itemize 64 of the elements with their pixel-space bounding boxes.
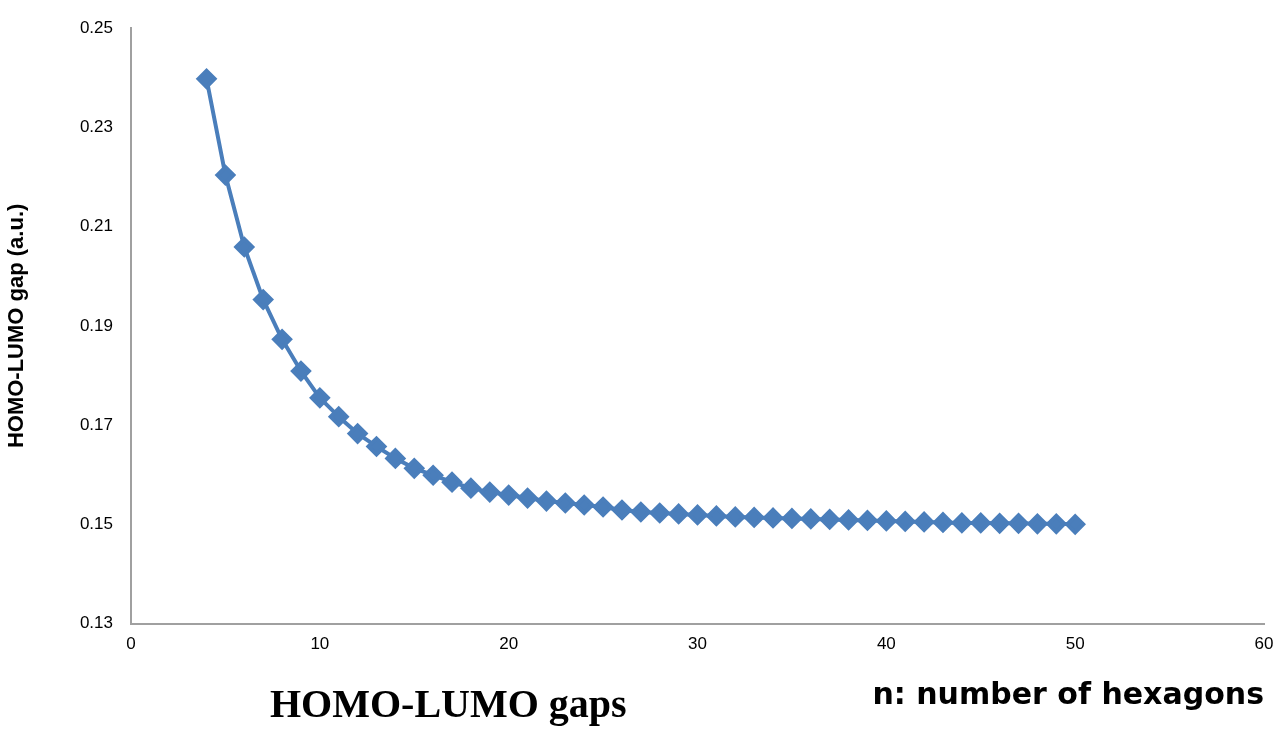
point xyxy=(536,491,557,512)
point xyxy=(838,509,859,530)
point xyxy=(1027,513,1048,534)
y-tick-label: 0.15 xyxy=(79,514,113,534)
y-tick-label: 0.25 xyxy=(79,17,113,37)
point xyxy=(593,497,614,517)
point xyxy=(895,511,916,532)
point xyxy=(366,436,387,457)
point xyxy=(687,504,708,525)
point xyxy=(914,511,935,532)
point xyxy=(611,499,632,520)
point xyxy=(1008,513,1029,534)
x-tick-label: 10 xyxy=(310,634,330,654)
point xyxy=(763,507,784,528)
point xyxy=(309,387,330,408)
point xyxy=(725,506,746,527)
point xyxy=(970,512,991,533)
y-tick-label: 0.23 xyxy=(79,117,113,137)
point xyxy=(819,509,840,530)
y-tick-label: 0.17 xyxy=(79,414,113,434)
text: HOMO-LUMO gaps xyxy=(270,680,627,727)
y-tick-label: 0.13 xyxy=(79,613,113,633)
x-tick-label: 50 xyxy=(1065,634,1085,654)
point xyxy=(423,465,444,486)
point xyxy=(1046,513,1067,534)
point xyxy=(800,508,821,529)
x-tick-label: 30 xyxy=(688,634,707,654)
point xyxy=(253,289,274,310)
x-tick-label: 40 xyxy=(876,634,896,654)
point xyxy=(781,508,802,529)
x-axis-title: n: number of hexagons xyxy=(872,675,1264,711)
point xyxy=(517,488,538,509)
x-tick-label: 60 xyxy=(1254,634,1274,654)
point xyxy=(234,237,255,258)
point xyxy=(989,513,1010,534)
point xyxy=(215,165,236,186)
x-tick-label: 0 xyxy=(126,634,136,654)
point xyxy=(706,505,727,526)
point xyxy=(1065,514,1086,535)
point xyxy=(460,478,481,499)
point xyxy=(272,329,293,350)
point xyxy=(744,507,765,528)
point xyxy=(385,448,406,469)
point xyxy=(932,512,953,533)
point xyxy=(668,503,689,524)
point xyxy=(876,510,897,531)
x-tick-label: 20 xyxy=(499,634,519,654)
y-tick-label: 0.21 xyxy=(79,216,113,236)
y-tick-label: 0.19 xyxy=(79,315,113,335)
point xyxy=(630,501,651,522)
point xyxy=(574,495,595,516)
point xyxy=(328,406,349,427)
point xyxy=(498,485,519,506)
point xyxy=(857,510,878,531)
point xyxy=(404,458,425,479)
point xyxy=(290,361,311,382)
point xyxy=(479,482,500,503)
point xyxy=(347,423,368,444)
point xyxy=(196,68,217,89)
point xyxy=(442,472,463,493)
point xyxy=(951,512,972,533)
point xyxy=(555,493,576,514)
point xyxy=(649,502,670,523)
y-axis-title: HOMO-LUMO gap (a.u.) xyxy=(3,203,29,449)
